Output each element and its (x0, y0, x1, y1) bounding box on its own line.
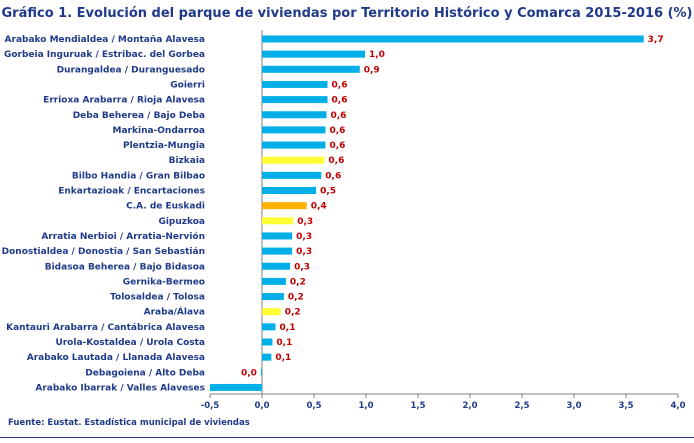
data-label: 0,3 (296, 247, 312, 257)
data-label: 0,6 (325, 171, 341, 181)
data-label: 0,6 (332, 80, 348, 90)
x-tick-label: 3,5 (618, 401, 633, 411)
x-tick-label: 1,0 (358, 401, 373, 411)
bar (262, 126, 326, 134)
data-label: 0,1 (276, 338, 292, 348)
x-tick-label: 3,0 (566, 401, 581, 411)
category-label: Gernika-Bermeo (123, 277, 205, 287)
category-label: Arratia Nerbioi / Arratia-Nervión (41, 231, 205, 242)
category-label: Deba Beherea / Bajo Deba (73, 111, 205, 121)
category-label: Durangaldea / Duranguesado (57, 65, 205, 75)
source-note: Fuente: Eustat. Estadística municipal de… (8, 418, 250, 428)
bar (262, 277, 286, 285)
category-label: Arabako Ibarrak / Valles Alaveses (35, 383, 205, 393)
bar (262, 141, 326, 149)
data-label: 0,9 (364, 65, 380, 75)
bottom-divider (0, 437, 694, 438)
bar (262, 353, 272, 361)
category-label: Bizkaia (169, 156, 205, 166)
bar (262, 262, 291, 270)
category-label: Debagoiena / Alto Deba (85, 368, 205, 378)
category-label: Kantauri Arabarra / Cantábrica Alavesa (6, 323, 205, 333)
category-label: Gorbeia Inguruak / Estribac. del Gorbea (4, 50, 205, 60)
category-label: Bidasoa Beherea / Bajo Bidasoa (45, 262, 205, 272)
bar (262, 202, 307, 210)
data-label: 0,6 (332, 96, 348, 106)
bar (262, 308, 281, 316)
bar (262, 156, 325, 164)
data-label: 3,7 (648, 35, 664, 45)
category-label: Markina-Ondarroa (113, 126, 205, 136)
category-label: Errioxa Arabarra / Rioja Alavesa (43, 96, 205, 106)
bar (262, 187, 317, 194)
bar (262, 232, 293, 240)
data-label: 0,6 (328, 156, 344, 166)
category-label: Urola-Kostaldea / Urola Costa (55, 338, 205, 348)
category-label: Araba/Álava (144, 306, 205, 318)
category-label: Plentzia-Mungia (123, 141, 205, 151)
category-label: Bilbo Handia / Gran Bilbao (72, 171, 205, 181)
category-label: Arabako Lautada / Llanada Alavesa (27, 353, 205, 363)
x-tick-label: 4,0 (670, 401, 685, 411)
bar (260, 368, 262, 376)
x-tick-label: 0,5 (306, 401, 321, 411)
data-label: 0,2 (290, 277, 306, 287)
data-label: 0,2 (285, 308, 301, 318)
data-label: 0,1 (275, 353, 291, 363)
category-label: Enkartazioak / Encartaciones (58, 187, 205, 197)
x-tick-label: 0,0 (254, 401, 269, 411)
bar (262, 80, 328, 88)
bar (262, 111, 327, 119)
chart-title: Gráfico 1. Evolución del parque de vivie… (1, 6, 693, 21)
category-label: Gipuzkoa (158, 217, 205, 227)
data-label: 0,1 (280, 323, 296, 333)
data-label: 0,0 (241, 368, 257, 378)
x-tick-label: 2,0 (462, 401, 477, 411)
x-tick-label: -0,5 (201, 401, 220, 411)
data-label: 1,0 (369, 50, 385, 60)
category-label: Donostialdea / Donostia / San Sebastián (2, 247, 205, 257)
x-tick-label: 1,5 (410, 401, 425, 411)
bar (262, 247, 293, 255)
bar (262, 35, 644, 43)
data-label: 0,6 (329, 126, 345, 136)
bar (210, 383, 262, 391)
x-tick-label: 2,5 (514, 401, 529, 411)
category-label: Arabako Mendialdea / Montaña Alavesa (5, 35, 205, 45)
data-label: 0,6 (330, 111, 346, 121)
data-label: 0,6 (329, 141, 345, 151)
bar (262, 293, 284, 301)
bar (262, 338, 273, 346)
category-label: Goierri (170, 80, 205, 90)
data-label: 0,3 (294, 262, 310, 272)
bar (262, 171, 322, 179)
data-label: 0,2 (288, 293, 304, 303)
category-label: Tolosaldea / Tolosa (110, 293, 205, 303)
data-label: 0,4 (311, 202, 327, 212)
category-label: C.A. de Euskadi (126, 202, 205, 212)
bar (262, 217, 294, 225)
bar (262, 323, 276, 331)
data-label: 0,3 (296, 232, 312, 242)
bar (262, 65, 360, 73)
bar (262, 96, 328, 104)
bar (262, 50, 365, 58)
data-label: 0,3 (297, 217, 313, 227)
data-label: 0,5 (320, 187, 336, 197)
